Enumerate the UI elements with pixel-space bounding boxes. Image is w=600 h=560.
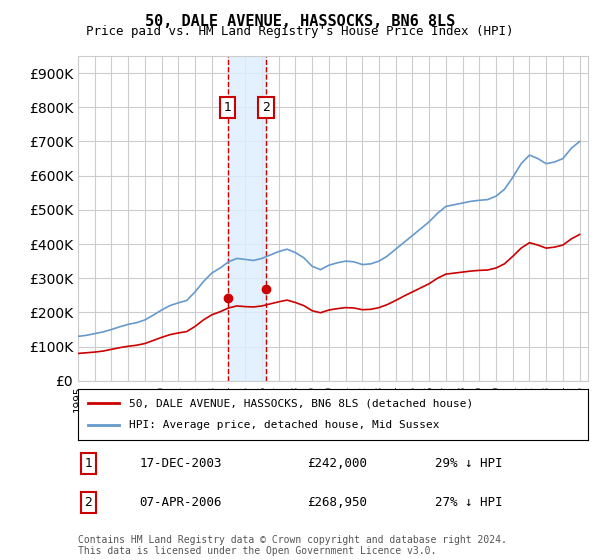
Bar — [228, 56, 266, 381]
Text: 29% ↓ HPI: 29% ↓ HPI — [435, 457, 503, 470]
Text: 07-APR-2006: 07-APR-2006 — [139, 496, 222, 509]
Text: £268,950: £268,950 — [308, 496, 367, 509]
Text: Contains HM Land Registry data © Crown copyright and database right 2024.
This d: Contains HM Land Registry data © Crown c… — [78, 535, 507, 557]
Text: 17-DEC-2003: 17-DEC-2003 — [139, 457, 222, 470]
Text: HPI: Average price, detached house, Mid Sussex: HPI: Average price, detached house, Mid … — [129, 421, 439, 431]
Text: £242,000: £242,000 — [308, 457, 367, 470]
Text: 50, DALE AVENUE, HASSOCKS, BN6 8LS (detached house): 50, DALE AVENUE, HASSOCKS, BN6 8LS (deta… — [129, 398, 473, 408]
Text: 2: 2 — [262, 101, 270, 114]
Text: 27% ↓ HPI: 27% ↓ HPI — [435, 496, 503, 509]
Text: 2: 2 — [84, 496, 92, 509]
Text: 50, DALE AVENUE, HASSOCKS, BN6 8LS: 50, DALE AVENUE, HASSOCKS, BN6 8LS — [145, 14, 455, 29]
Text: Price paid vs. HM Land Registry's House Price Index (HPI): Price paid vs. HM Land Registry's House … — [86, 25, 514, 38]
Text: 1: 1 — [224, 101, 232, 114]
Text: 1: 1 — [84, 457, 92, 470]
